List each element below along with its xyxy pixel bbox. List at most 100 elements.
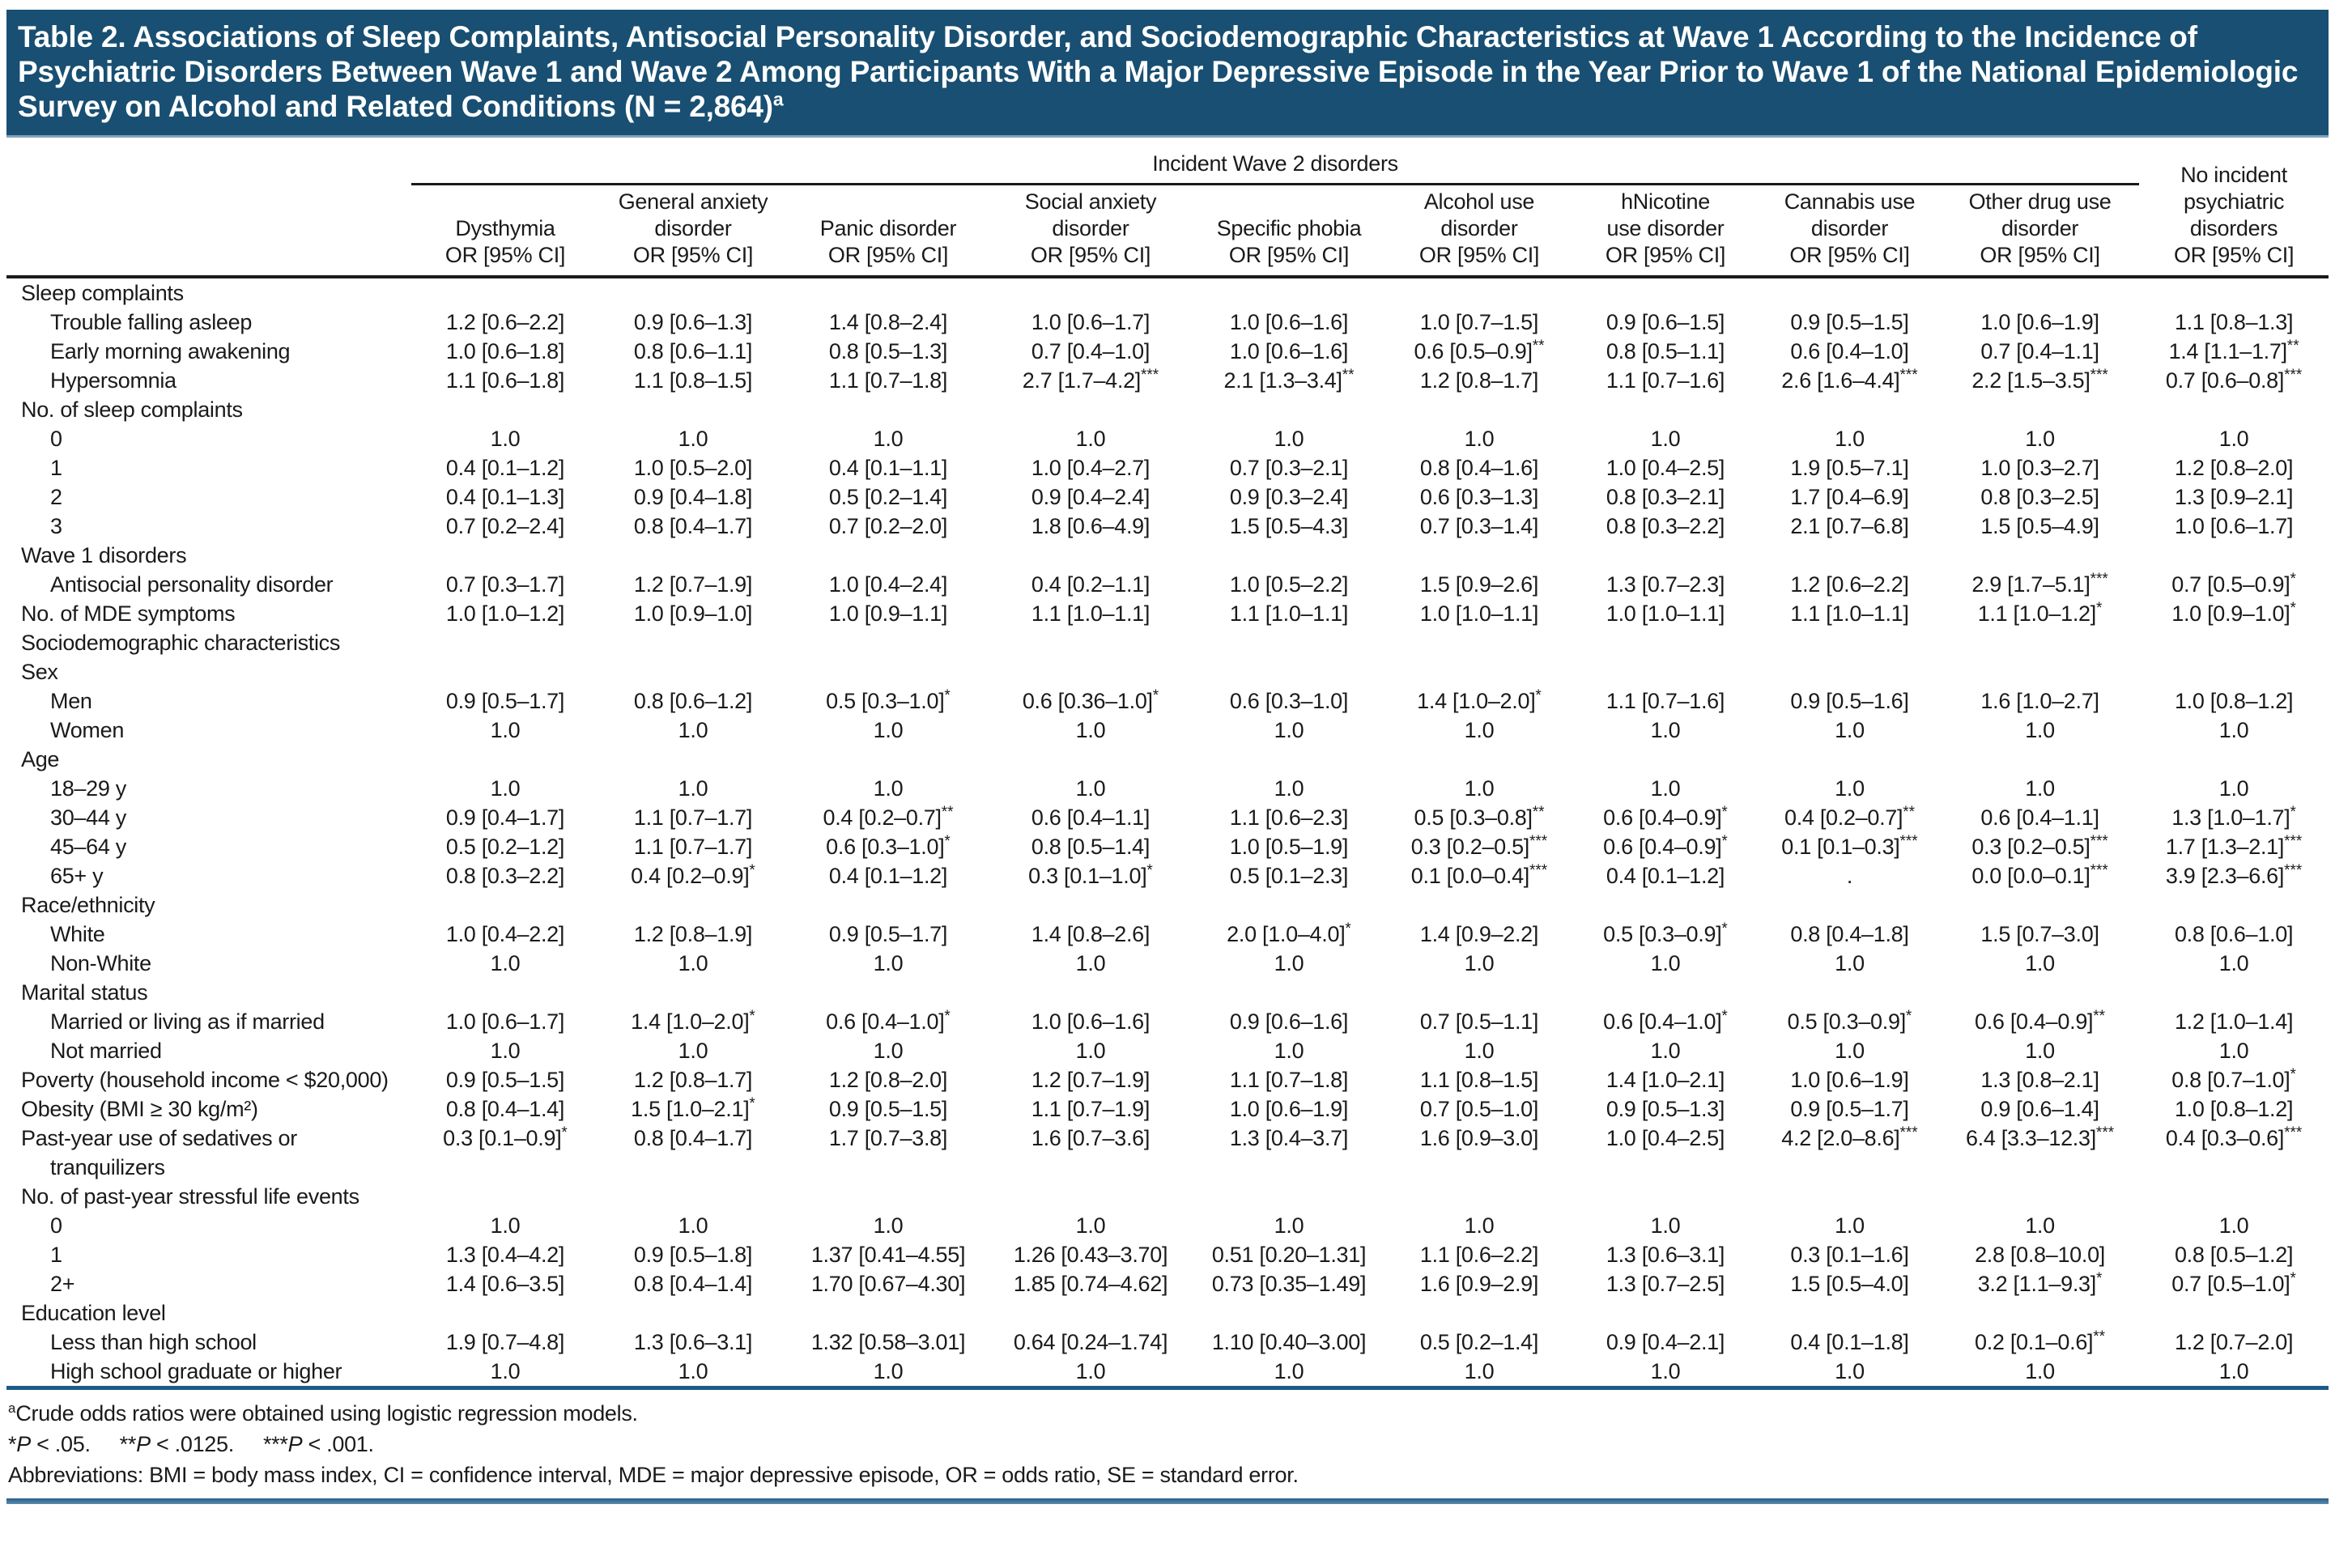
table-row: Not married 1.0 1.0 1.0 1.0 1.0 1.0 1.0 1.0 1.0 1.… bbox=[6, 1036, 2329, 1065]
or-ci-cell: 0.8 [0.4–1.7] bbox=[633, 1126, 753, 1150]
section-header-row: No. of past-year stressful life events bbox=[6, 1182, 2329, 1211]
or-ci-cell: 1.0 bbox=[1650, 1039, 1681, 1063]
or-ci-cell: 0.8 [0.3–2.2] bbox=[1606, 514, 1725, 538]
or-ci-cell: 1.4 [1.0–2.0]* bbox=[631, 1008, 755, 1034]
significance-note: **P < .0125. bbox=[119, 1432, 235, 1456]
or-ci-cell: 1.0 bbox=[989, 1357, 1192, 1390]
or-ci-cell: 1.1 [1.0–1.1] bbox=[1031, 601, 1150, 626]
or-ci-cell: 0.7 [0.5–0.9]* bbox=[2171, 571, 2296, 597]
or-ci-cell: 0.9 [0.3–2.4] bbox=[1229, 485, 1349, 509]
or-ci-cell: . bbox=[1846, 864, 1853, 888]
row-label: No. of past-year stressful life events bbox=[21, 1184, 359, 1209]
section-header-row: Sociodemographic characteristics bbox=[6, 628, 2329, 657]
significance-stars: * bbox=[1721, 920, 1728, 937]
or-ci-cell: 1.0 bbox=[599, 1357, 787, 1390]
or-ci-cell: 1.0 bbox=[1075, 951, 1106, 975]
or-ci-cell: 0.64 [0.24–1.74] bbox=[1013, 1330, 1168, 1354]
or-ci-cell: 0.5 [0.2–1.2] bbox=[445, 835, 565, 859]
significance-stars: * bbox=[1721, 1008, 1728, 1025]
or-ci-cell: 1.1 [0.7–1.8] bbox=[828, 368, 948, 393]
significance-note: ***P < .001. bbox=[262, 1432, 374, 1456]
or-ci-cell: 2.0 [1.0–4.0]* bbox=[1227, 920, 1351, 946]
or-ci-cell: 0.5 [0.3–0.9]* bbox=[1603, 920, 1728, 946]
or-ci-cell: 1.0 bbox=[1464, 718, 1495, 742]
or-ci-cell: 1.3 [0.7–2.5] bbox=[1606, 1272, 1725, 1296]
or-ci-cell: 0.9 [0.6–1.6] bbox=[1229, 1009, 1349, 1034]
or-ci-cell: 1.0 [0.6–1.7] bbox=[1031, 310, 1150, 334]
significance-stars: * bbox=[944, 1008, 951, 1025]
column-header-specific-phobia: Specific phobia OR [95% CI] bbox=[1192, 184, 1386, 278]
or-ci-cell: 1.3 [1.0–1.7]* bbox=[2171, 804, 2296, 830]
or-ci-cell: 1.3 [0.6–3.1] bbox=[1606, 1243, 1725, 1267]
significance-stars: ** bbox=[2286, 338, 2299, 355]
or-ci-cell: 0.4 [0.2–0.7]** bbox=[1784, 804, 1916, 830]
column-or-ci-label: OR [95% CI] bbox=[827, 243, 949, 267]
or-ci-cell: 0.5 [0.2–1.4] bbox=[1419, 1330, 1539, 1354]
or-ci-cell: 1.1 [0.8–1.5] bbox=[633, 368, 753, 393]
or-ci-cell: 1.0 bbox=[1759, 1357, 1941, 1390]
or-ci-cell: 1.0 bbox=[1650, 776, 1681, 801]
table-row: 2+ 1.4 [0.6–3.5] 0.8 [0.4–1.4] 1.70 [0.67–4… bbox=[6, 1269, 2329, 1298]
or-ci-cell: 0.8 [0.5–1.4] bbox=[1031, 835, 1150, 859]
significance-stars: *** bbox=[1899, 1124, 1918, 1141]
or-ci-cell: 0.6 [0.4–0.9]** bbox=[1975, 1008, 2106, 1034]
significance-stars: *** bbox=[1899, 833, 1918, 850]
column-name: Alcohol use disorder bbox=[1423, 189, 1535, 240]
table-row: 30–44 y 0.9 [0.4–1.7] 1.1 [0.7–1.7] 0.4 [0.… bbox=[6, 803, 2329, 832]
significance-stars: *** bbox=[2284, 833, 2303, 850]
or-ci-cell: 2.9 [1.7–5.1]*** bbox=[1971, 571, 2108, 597]
or-ci-cell: 0.4 [0.2–0.7]** bbox=[823, 804, 954, 830]
row-label: Sex bbox=[21, 660, 58, 684]
column-header-no-incident-psychiatric-disorders: No incident psychiatric disorders OR [95%… bbox=[2139, 151, 2329, 278]
row-label: 30–44 y bbox=[50, 805, 126, 830]
or-ci-cell: 0.6 [0.5–0.9]** bbox=[1414, 338, 1545, 363]
column-or-ci-label: OR [95% CI] bbox=[1789, 243, 1910, 267]
or-ci-cell: 1.0 [0.4–2.7] bbox=[1031, 456, 1150, 480]
or-ci-cell: 0.6 [0.3–1.3] bbox=[1419, 485, 1539, 509]
or-ci-cell: 1.9 [0.7–4.8] bbox=[445, 1330, 565, 1354]
data-table: Incident Wave 2 disorders No incident ps… bbox=[6, 151, 2329, 1390]
significance-stars: * bbox=[2290, 571, 2296, 588]
significance-stars: ** bbox=[1903, 804, 1916, 821]
or-ci-cell: 1.3 [0.6–3.1] bbox=[633, 1330, 753, 1354]
or-ci-cell: 1.0 bbox=[2025, 776, 2055, 801]
significance-stars: * bbox=[944, 687, 951, 704]
table-row: Early morning awakening 1.0 [0.6–1.8] 0.8 … bbox=[6, 337, 2329, 366]
row-label: No. of MDE symptoms bbox=[21, 601, 236, 626]
or-ci-cell: 1.85 [0.74–4.62] bbox=[1013, 1272, 1168, 1296]
or-ci-cell: 1.0 bbox=[1274, 951, 1304, 975]
column-header-other-drug-use-disorder: Other drug use disorder OR [95% CI] bbox=[1941, 184, 2140, 278]
or-ci-cell: 1.2 [1.0–1.4] bbox=[2174, 1009, 2294, 1034]
or-ci-cell: 1.0 [1.0–1.1] bbox=[1419, 601, 1539, 626]
column-or-ci-label: OR [95% CI] bbox=[1418, 243, 1540, 267]
section-header-row: Age bbox=[6, 745, 2329, 774]
or-ci-cell: 1.7 [0.4–6.9] bbox=[1790, 485, 1909, 509]
significance-stars: * bbox=[944, 833, 951, 850]
or-ci-cell: 1.0 bbox=[1572, 1357, 1759, 1390]
or-ci-cell: 0.7 [0.5–1.1] bbox=[1419, 1009, 1539, 1034]
significance-stars: *** bbox=[1529, 833, 1548, 850]
column-header-row: Dysthymia OR [95% CI] General anxiety diso… bbox=[6, 184, 2329, 278]
table-row: 1 1.3 [0.4–4.2] 0.9 [0.5–1.8] 1.37 [0.41–4.… bbox=[6, 1240, 2329, 1269]
or-ci-cell: 3.9 [2.3–6.6]*** bbox=[2165, 862, 2303, 888]
row-label: Hypersomnia bbox=[50, 368, 177, 393]
or-ci-cell: 1.4 [1.1–1.7]** bbox=[2168, 338, 2299, 363]
or-ci-cell: 1.8 [0.6–4.9] bbox=[1031, 514, 1150, 538]
header-corner-cell bbox=[6, 151, 411, 278]
or-ci-cell: 0.7 [0.5–1.0] bbox=[1419, 1097, 1539, 1121]
table-row: Past-year use of sedatives or tranquiliz… bbox=[6, 1124, 2329, 1182]
significance-stars: * bbox=[2290, 600, 2296, 617]
or-ci-cell: 1.5 [0.7–3.0] bbox=[1980, 922, 2099, 946]
or-ci-cell: 1.0 bbox=[1386, 1357, 1572, 1390]
or-ci-cell: 1.70 [0.67–4.30] bbox=[810, 1272, 966, 1296]
or-ci-cell: 1.0 bbox=[873, 776, 904, 801]
table-row: Men 0.9 [0.5–1.7] 0.8 [0.6–1.2] 0.5 [0.3–1.… bbox=[6, 686, 2329, 716]
significance-stars: ** bbox=[1342, 367, 1355, 384]
or-ci-cell: 1.0 bbox=[1464, 1213, 1495, 1238]
row-label: Married or living as if married bbox=[50, 1009, 325, 1034]
or-ci-cell: 1.6 [1.0–2.7] bbox=[1980, 689, 2099, 713]
or-ci-cell: 1.4 [0.8–2.4] bbox=[828, 310, 948, 334]
or-ci-cell: 1.0 bbox=[2218, 718, 2249, 742]
or-ci-cell: 1.3 [0.4–3.7] bbox=[1229, 1126, 1349, 1150]
table-row: No. of MDE symptoms 1.0 [1.0–1.2] 1.0 [0.9… bbox=[6, 599, 2329, 628]
